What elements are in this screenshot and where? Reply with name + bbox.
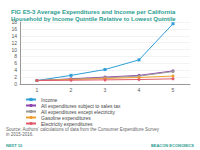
svg-text:14: 14: [11, 33, 17, 39]
svg-text:All expenditures except electr: All expenditures except electricity: [41, 108, 115, 115]
svg-text:BEACON ECONOMICS: BEACON ECONOMICS: [151, 143, 194, 148]
svg-text:Income: Income: [41, 96, 58, 103]
svg-text:4: 4: [138, 87, 141, 93]
svg-text:0: 0: [14, 81, 17, 87]
svg-text:Household by Income Quintile R: Household by Income Quintile Relative to…: [11, 16, 176, 22]
svg-text:FIG E5-3 Average Expenditures: FIG E5-3 Average Expenditures and Income…: [11, 9, 177, 15]
svg-text:Source: Authors' calculations: Source: Authors' calculations of data fr…: [6, 127, 161, 132]
svg-text:Gasoline expenditures: Gasoline expenditures: [41, 114, 91, 121]
svg-text:in 2015-2016.: in 2015-2016.: [6, 132, 34, 137]
svg-text:All expenditures subject to sa: All expenditures subject to sales tax: [41, 102, 121, 109]
svg-text:4: 4: [14, 67, 17, 73]
svg-text:NEXT 10: NEXT 10: [6, 143, 23, 148]
svg-text:2: 2: [14, 74, 17, 80]
svg-text:5: 5: [172, 87, 175, 93]
svg-text:2: 2: [70, 87, 73, 93]
svg-text:1: 1: [36, 87, 39, 93]
svg-text:8: 8: [14, 53, 17, 59]
svg-text:12: 12: [11, 40, 17, 46]
svg-text:16: 16: [11, 26, 17, 32]
svg-text:6: 6: [14, 60, 17, 66]
svg-text:10: 10: [11, 47, 17, 53]
svg-text:18: 18: [11, 19, 17, 25]
svg-text:Electricity expenditures: Electricity expenditures: [41, 121, 93, 127]
svg-text:3: 3: [104, 87, 107, 93]
